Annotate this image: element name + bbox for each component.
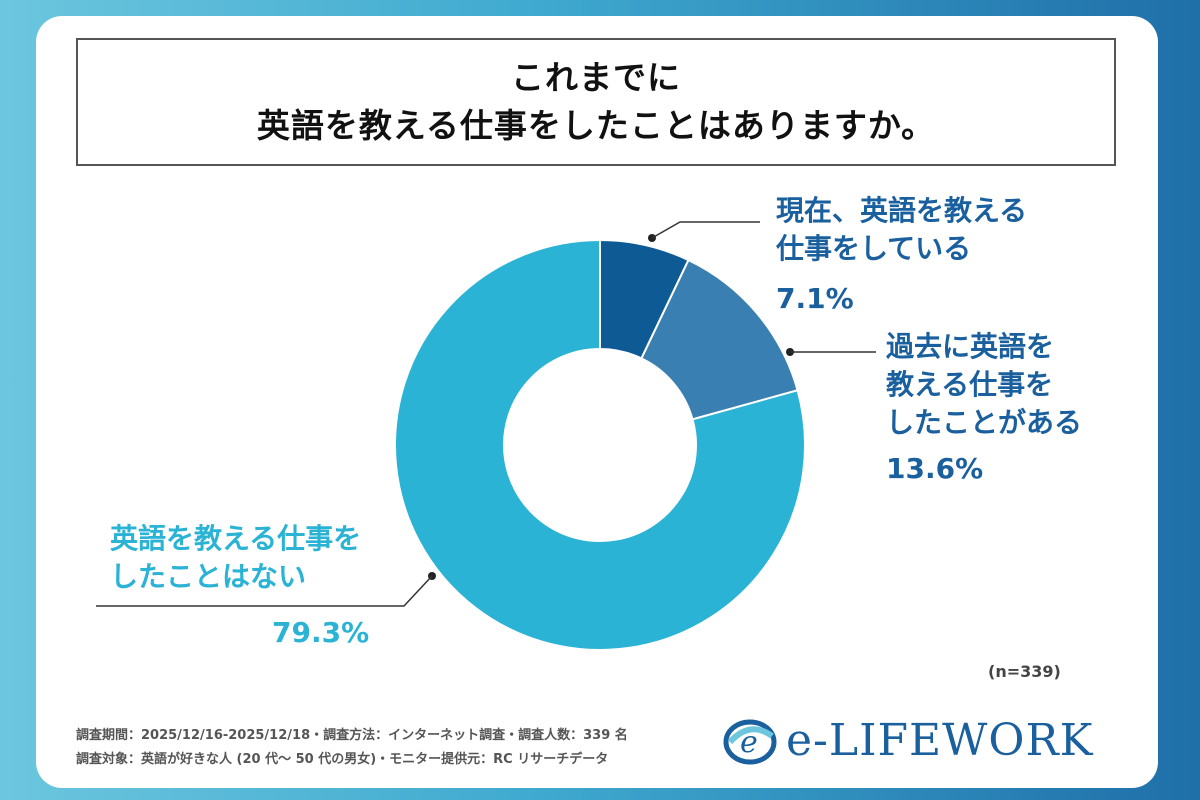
title-line-1: これまでに	[511, 58, 681, 97]
footer-survey-target: 調査対象：英語が好きな人 (20 代〜 50 代の男女)・モニター提供元：RC …	[76, 752, 609, 767]
logo-text: e-LIFEWORK	[786, 714, 1094, 766]
pie-slice-2	[394, 238, 806, 651]
svg-text:e: e	[740, 725, 758, 760]
leader-line-2	[96, 575, 433, 607]
slice-label-0-line-0: 現在、英語を教える	[776, 194, 1027, 227]
slice-value-label-0: 7.1%	[776, 282, 854, 315]
title-box: これまでに 英語を教える仕事をしたことはありますか。	[76, 38, 1116, 166]
slice-label-1-line-0: 過去に英語を	[886, 330, 1054, 363]
slice-label-2-line-0: 英語を教える仕事を	[110, 522, 361, 555]
slice-label-1-line-2: したことがある	[886, 406, 1082, 439]
logo: e e-LIFEWORK	[716, 710, 1146, 770]
slice-label-0-line-1: 仕事をしている	[775, 232, 971, 265]
slice-label-2-line-1: したことはない	[110, 560, 306, 593]
sample-size-note: (n=339)	[988, 662, 1061, 681]
slice-value-label-2: 79.3%	[272, 616, 369, 649]
leader-line-0	[651, 221, 760, 239]
slice-label-1-line-1: 教える仕事を	[886, 368, 1053, 401]
title-line-2: 英語を教える仕事をしたことはありますか。	[256, 106, 936, 145]
footer-survey-period: 調査期間：2025/12/16-2025/12/18・調査方法：インターネット調…	[76, 728, 628, 743]
e-swirl-logo-icon: e	[723, 719, 777, 765]
card: これまでに 英語を教える仕事をしたことはありますか。 (n=339) 調査期間：…	[36, 16, 1158, 788]
slice-value-label-1: 13.6%	[886, 452, 983, 485]
